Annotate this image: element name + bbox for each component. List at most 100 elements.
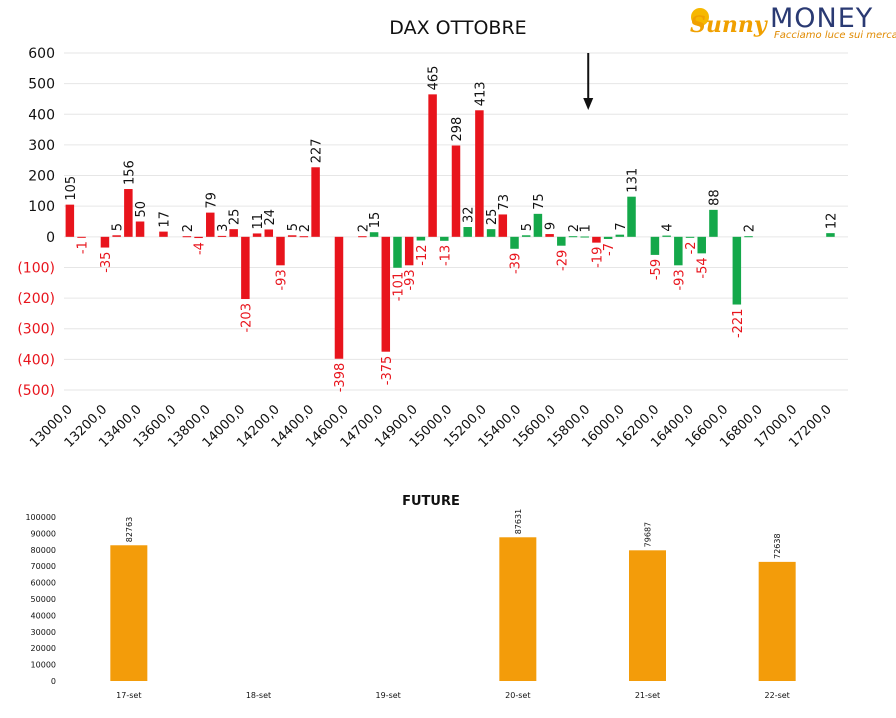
data-label: 25 xyxy=(228,209,243,226)
future-bar-chart: FUTURE 0 10000 20000 30000 40000 50000 60000 70… xyxy=(25,494,796,700)
y-tick-label: 10000 xyxy=(31,661,56,670)
data-label: 7 xyxy=(614,222,629,230)
bar xyxy=(334,236,344,359)
bar xyxy=(674,236,683,266)
y-tick-label: 200 xyxy=(28,169,55,185)
data-label: 87631 xyxy=(514,509,523,534)
data-label: 413 xyxy=(473,81,488,106)
bar xyxy=(697,236,706,254)
bar xyxy=(264,229,274,237)
y-tick-label: 20000 xyxy=(31,644,56,653)
x-tick-label: 19-set xyxy=(376,691,401,700)
bar xyxy=(287,235,297,237)
bar xyxy=(629,550,666,681)
y-tick-label: 30000 xyxy=(31,628,56,637)
future-chart-data-labels: 82763 87631 79687 72638 xyxy=(125,509,782,559)
bar xyxy=(182,236,192,238)
bar xyxy=(463,227,472,237)
data-label: -19 xyxy=(590,247,605,268)
data-label: -2 xyxy=(684,241,699,254)
bar xyxy=(545,234,554,237)
bar xyxy=(732,236,742,305)
data-label: 25 xyxy=(485,209,500,226)
data-label: 50 xyxy=(134,201,149,218)
x-tick-label: 22-set xyxy=(765,691,790,700)
future-chart-x-axis: 17-set 18-set 19-set 20-set 21-set 22-set xyxy=(116,691,790,700)
data-label: -39 xyxy=(509,253,524,274)
bar xyxy=(311,167,320,237)
data-label: -29 xyxy=(555,250,570,271)
data-label: 2 xyxy=(356,224,371,232)
bar xyxy=(241,236,250,300)
data-label: 11 xyxy=(251,213,266,230)
logo-main-text: MONEY xyxy=(770,3,873,34)
y-tick-label: 300 xyxy=(28,138,55,154)
data-label: -93 xyxy=(274,269,289,290)
bar xyxy=(276,236,285,266)
x-tick-label: 20-set xyxy=(505,691,530,700)
data-label: 298 xyxy=(450,117,465,142)
data-label: -93 xyxy=(672,269,687,290)
bar xyxy=(100,236,110,248)
data-label: 24 xyxy=(263,209,278,226)
bar xyxy=(404,236,414,266)
bar xyxy=(685,236,695,238)
bar xyxy=(124,189,133,237)
x-tick-label: 17-set xyxy=(116,691,141,700)
data-label: -54 xyxy=(696,257,711,278)
bar xyxy=(428,94,437,237)
data-label: 17 xyxy=(157,211,172,228)
bar xyxy=(758,561,796,681)
bar xyxy=(709,209,718,237)
bar xyxy=(358,236,367,238)
data-label: 82763 xyxy=(125,517,134,542)
bar xyxy=(206,212,215,237)
main-chart-y-axis: 600 500 400 300 200 100 0 (100) (200) (300) (400) (… xyxy=(17,46,55,399)
y-tick-label: 60000 xyxy=(31,579,56,588)
bar xyxy=(110,545,148,681)
data-label: -93 xyxy=(403,269,418,290)
bar xyxy=(252,233,262,237)
data-label: -35 xyxy=(99,252,114,273)
bar xyxy=(112,235,121,237)
bar xyxy=(65,204,75,237)
data-label: 75 xyxy=(532,193,547,210)
bar xyxy=(299,236,309,238)
bar xyxy=(499,537,537,681)
bar xyxy=(229,229,238,237)
y-tick-label: 40000 xyxy=(31,611,56,620)
bar xyxy=(159,231,168,237)
data-label: 2 xyxy=(181,224,196,232)
main-chart-title: DAX OTTOBRE xyxy=(389,17,526,39)
data-label: 5 xyxy=(520,223,535,231)
main-bar-chart: DAX OTTOBRE 600 500 400 300 200 100 0 (100) (200… xyxy=(17,17,848,451)
future-chart-y-axis: 0 10000 20000 30000 40000 50000 60000 70000 8000… xyxy=(25,513,56,686)
bar xyxy=(580,236,589,238)
y-tick-label: 80000 xyxy=(31,546,56,555)
data-label: 105 xyxy=(64,176,79,201)
y-tick-label: 100000 xyxy=(25,513,56,522)
data-label: 9 xyxy=(544,222,559,230)
bar xyxy=(533,213,543,237)
future-chart-bars xyxy=(110,537,796,681)
bar xyxy=(662,235,671,237)
data-label: 2 xyxy=(567,224,582,232)
bar xyxy=(510,236,519,249)
sun-icon xyxy=(691,8,709,26)
bar xyxy=(440,236,449,241)
bar xyxy=(650,236,660,255)
bar xyxy=(521,235,531,237)
y-tick-label: 0 xyxy=(46,230,55,246)
bar xyxy=(393,236,402,268)
data-label: 5 xyxy=(286,223,301,231)
data-label: -59 xyxy=(649,259,664,280)
bar xyxy=(744,236,753,238)
y-tick-label: 600 xyxy=(28,46,55,62)
logo: Sunny MONEY Facciamo luce sui mercati xyxy=(690,3,896,41)
bar xyxy=(592,236,601,243)
data-label: -221 xyxy=(731,309,746,339)
data-label: -398 xyxy=(333,363,348,393)
y-tick-label: (400) xyxy=(17,352,55,368)
data-label: 79 xyxy=(204,192,219,209)
data-label: 2 xyxy=(743,224,758,232)
